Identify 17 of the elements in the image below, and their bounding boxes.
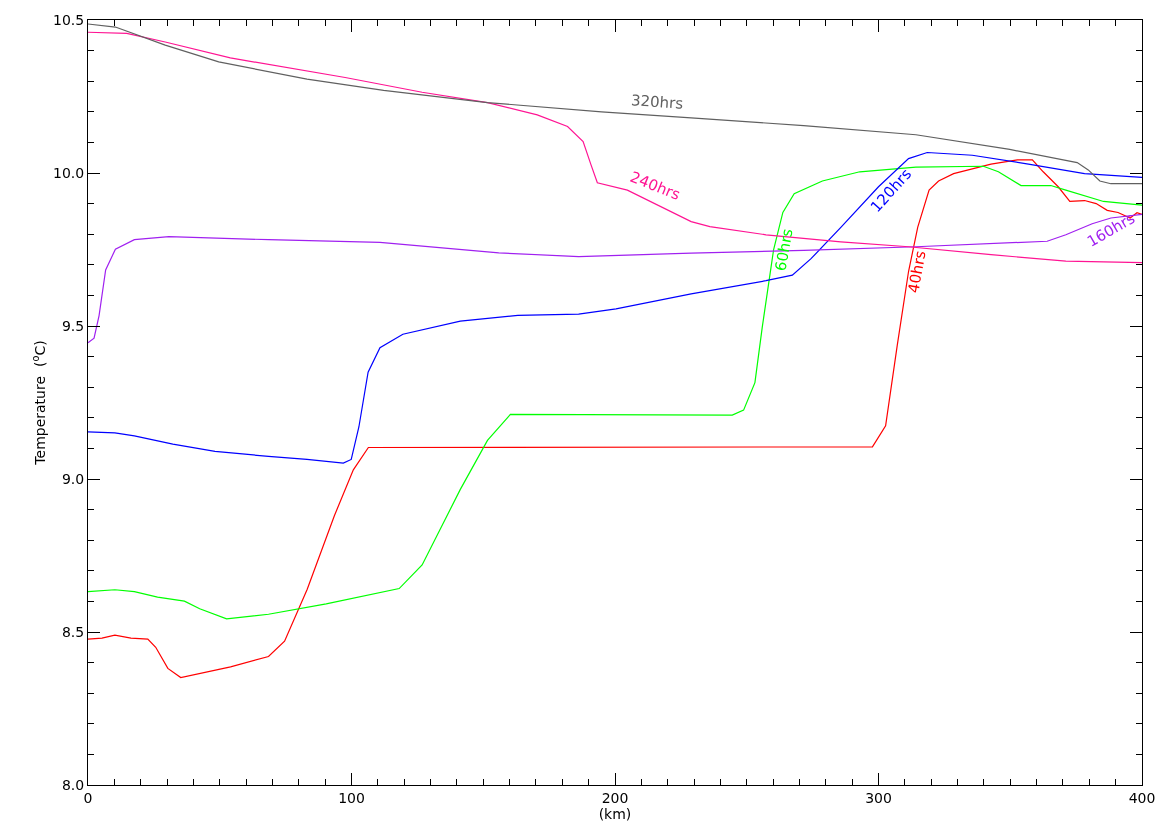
x-tick-label: 200 (601, 789, 629, 806)
x-tick-label: 300 (865, 789, 892, 806)
y-tick-label: 9.0 (61, 470, 85, 487)
series-label: 320hrs (630, 91, 684, 113)
text: 40hrs (904, 249, 930, 295)
x-tick-label: 0 (83, 789, 93, 806)
y-tick-label: 10.0 (53, 164, 85, 181)
y-tick-label: 8.5 (61, 623, 85, 640)
y-tick-label: 9.5 (61, 317, 85, 334)
x-tick-label: 100 (338, 789, 365, 806)
x-axis-title: (km) (598, 806, 632, 823)
line-series (88, 213, 1142, 344)
y-tick-label: 10.5 (53, 11, 85, 28)
text: 60hrs (771, 227, 797, 273)
y-tick-label: 8.0 (61, 776, 85, 793)
x-tick-label: 400 (1128, 789, 1156, 806)
line-series (88, 151, 1142, 464)
